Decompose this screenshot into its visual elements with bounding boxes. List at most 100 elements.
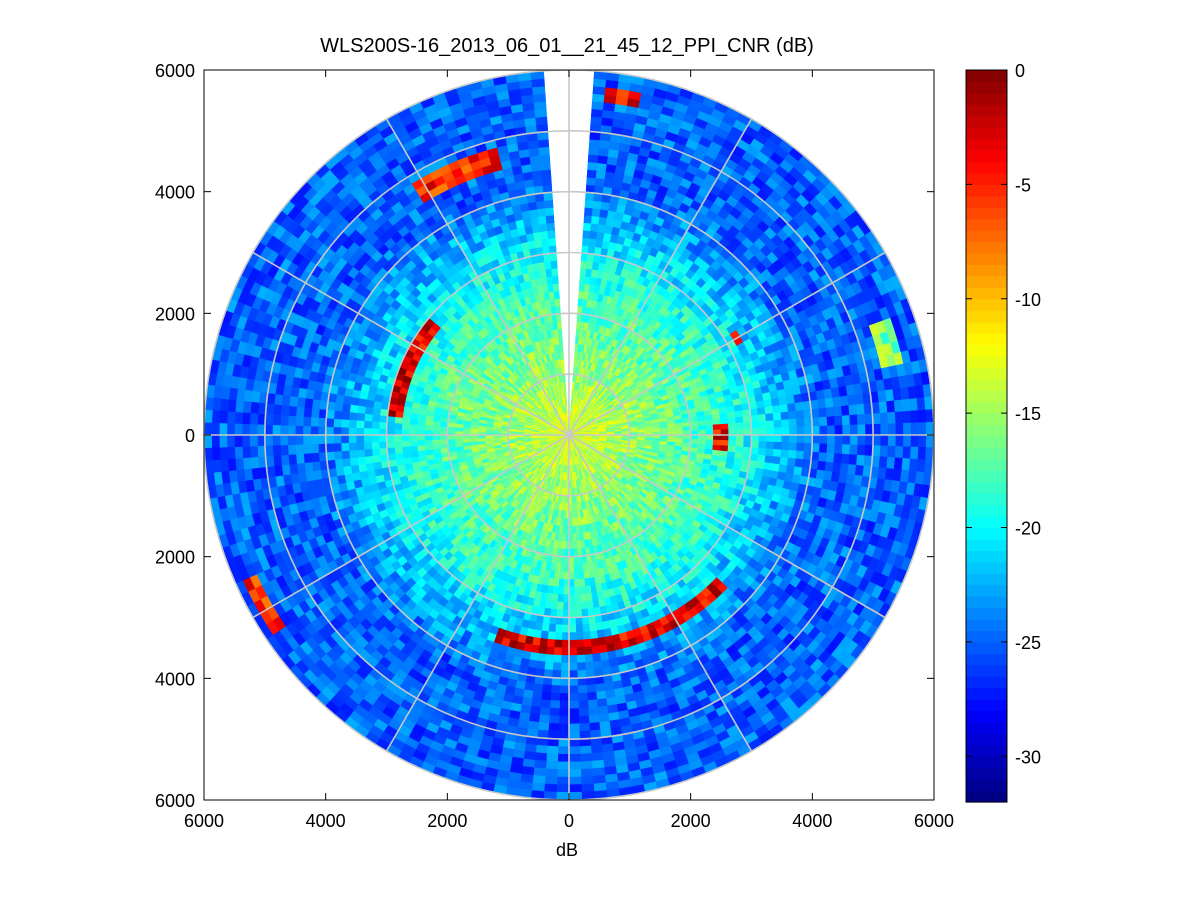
cnr-cell [781, 434, 790, 444]
cnr-cell [563, 586, 570, 596]
cnr-cell [536, 653, 547, 663]
cnr-cell [558, 578, 565, 588]
cnr-cell [865, 424, 874, 436]
cnr-cell [572, 556, 579, 565]
cnr-cell [833, 406, 843, 417]
cnr-cell [818, 452, 828, 463]
cnr-cell [531, 690, 543, 701]
cnr-cell [848, 404, 858, 416]
cnr-cell [568, 632, 577, 641]
cnr-cell [728, 428, 737, 436]
cnr-cell [804, 426, 813, 436]
cnr-cell [596, 629, 606, 639]
cnr-cell [591, 759, 605, 770]
cnr-cell [532, 774, 546, 785]
cnr-cell [682, 426, 691, 432]
cnr-cell [577, 563, 584, 572]
cnr-cell [568, 738, 581, 748]
cnr-cell [556, 776, 570, 786]
cnr-cell [572, 540, 578, 550]
cnr-cell [785, 395, 796, 405]
cnr-cell [910, 410, 919, 424]
cnr-cell [540, 691, 552, 701]
cnr-cell [549, 707, 560, 717]
cnr-cell [575, 624, 584, 633]
cnr-cell [789, 426, 798, 436]
cnr-cell [581, 623, 591, 633]
cnr-cell [879, 445, 889, 458]
cnr-cell [553, 647, 562, 656]
cnr-cell [574, 609, 583, 618]
cnr-cell [766, 434, 775, 443]
cnr-cell [895, 422, 904, 436]
cnr-cell [771, 405, 782, 414]
cnr-cell [779, 403, 789, 414]
cnr-cell [787, 457, 797, 468]
cnr-cell [575, 616, 583, 626]
chart-title: WLS200S-16_2013_06_01__21_45_12_PPI_CNR … [320, 35, 814, 57]
cnr-cell [573, 563, 579, 573]
cnr-cell [593, 78, 607, 88]
cnr-cell [917, 409, 927, 424]
cnr-cell [787, 410, 797, 420]
cnr-cell [571, 525, 577, 535]
cnr-cell [887, 434, 897, 447]
cnr-cell [556, 761, 570, 770]
cnr-cell [556, 601, 564, 611]
cnr-cell [555, 791, 570, 800]
cnr-cell [586, 600, 594, 610]
cnr-cell [531, 782, 545, 792]
cnr-cell [841, 444, 851, 455]
cnr-cell [751, 428, 760, 436]
cnr-cell [580, 768, 594, 778]
cnr-cell [903, 422, 912, 436]
cnr-cell [582, 229, 591, 239]
cnr-cell [552, 654, 562, 664]
cnr-cell [568, 601, 576, 611]
cnr-cell [577, 684, 588, 694]
cnr-cell [765, 420, 775, 429]
cnr-cell [586, 691, 598, 701]
cnr-cell [771, 456, 782, 465]
cnr-cell [734, 410, 744, 418]
cnr-cell [794, 458, 804, 469]
cnr-cell [594, 683, 606, 693]
cnr-cell [591, 93, 606, 103]
cnr-cell [574, 593, 582, 603]
cnr-cell [559, 693, 570, 702]
cnr-cell [841, 415, 851, 426]
cnr-cell [854, 393, 865, 406]
cnr-cell [558, 731, 570, 740]
cnr-cell [595, 690, 607, 701]
cnr-cell [743, 434, 752, 442]
cnr-cell [865, 434, 874, 446]
cnr-cell [779, 456, 789, 467]
cnr-cell [579, 753, 593, 763]
cnr-cell [781, 419, 790, 428]
cnr-cell [593, 782, 607, 792]
cnr-cell [586, 684, 597, 694]
cnr-cell [568, 594, 576, 603]
cnr-cell [750, 421, 760, 429]
cnr-cell [550, 684, 561, 694]
cnr-cell [766, 427, 775, 436]
cnr-cell [796, 418, 805, 428]
cnr-cell [592, 774, 606, 785]
cnr-cell [674, 426, 684, 432]
cnr-cell [879, 412, 889, 425]
cnr-cell [849, 424, 859, 436]
cnr-cell [592, 85, 606, 96]
cnr-cell [562, 601, 570, 611]
cnr-cell [590, 116, 603, 126]
cnr-cell [878, 456, 888, 469]
cnr-cell [527, 720, 540, 731]
cnr-cell [796, 442, 805, 452]
cnr-cell [856, 413, 866, 426]
cnr-cell [773, 441, 783, 451]
cnr-cell [581, 237, 591, 247]
cnr-cell [588, 238, 597, 248]
cnr-cell [547, 722, 560, 732]
cnr-cell [568, 624, 577, 634]
cnr-cell [562, 594, 570, 603]
